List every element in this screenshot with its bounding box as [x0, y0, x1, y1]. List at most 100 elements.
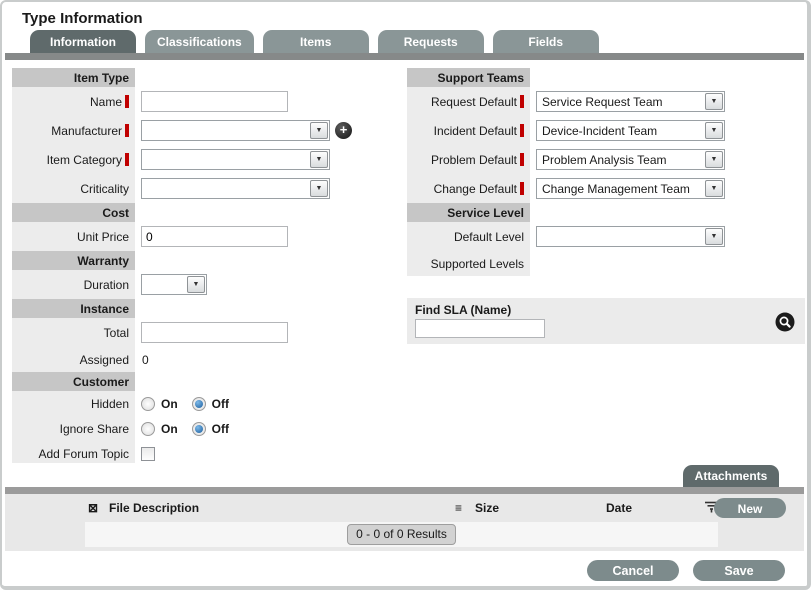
incident-default-label: Incident Default: [407, 116, 530, 145]
chevron-down-icon[interactable]: ▼: [187, 276, 205, 293]
find-sla-label: Find SLA (Name): [415, 303, 512, 317]
required-marker: [520, 124, 524, 137]
name-label: Name: [12, 87, 135, 116]
problem-default-select[interactable]: Problem Analysis Team ▼: [536, 149, 725, 170]
attachments-header: ⊠ File Description ≡ Size Date New: [5, 494, 804, 522]
request-default-select[interactable]: Service Request Team ▼: [536, 91, 725, 112]
date-header[interactable]: Date: [606, 501, 633, 515]
assigned-value: 0: [142, 352, 149, 367]
request-default-label: Request Default: [407, 87, 530, 116]
section-header-instance: Instance: [12, 299, 135, 318]
required-marker: [520, 182, 524, 195]
new-attachment-button[interactable]: New: [714, 498, 786, 518]
duration-select[interactable]: ▼: [141, 274, 207, 295]
required-marker: [125, 153, 129, 166]
ignore-share-row: Ignore Share On Off: [12, 416, 397, 441]
attachments-tab-row: Attachments: [2, 463, 807, 487]
total-input[interactable]: [141, 322, 288, 343]
unit-price-input[interactable]: [141, 226, 288, 247]
name-row: Name: [12, 87, 397, 116]
cancel-button[interactable]: Cancel: [587, 559, 679, 581]
add-forum-topic-row: Add Forum Topic: [12, 441, 397, 463]
total-row: Total: [12, 318, 397, 347]
search-icon[interactable]: [775, 312, 795, 332]
file-description-header[interactable]: File Description: [109, 501, 200, 515]
size-header[interactable]: Size: [475, 501, 500, 515]
manufacturer-label: Manufacturer: [12, 116, 135, 145]
required-marker: [520, 153, 524, 166]
criticality-row: Criticality ▼: [12, 174, 397, 203]
change-default-row: Change Default Change Management Team ▼: [407, 174, 807, 203]
unit-price-label: Unit Price: [12, 222, 135, 251]
attachment-file-icon: ⊠: [88, 501, 99, 515]
assigned-row: Assigned 0: [12, 347, 397, 372]
left-column: Item Type Name Manufacturer ▼: [12, 68, 397, 463]
tab-classifications[interactable]: Classifications: [145, 30, 254, 53]
default-level-label: Default Level: [407, 222, 530, 251]
required-marker: [125, 95, 129, 108]
hidden-on-radio[interactable]: [141, 396, 155, 411]
request-default-row: Request Default Service Request Team ▼: [407, 87, 807, 116]
right-column: Support Teams Request Default Service Re…: [407, 68, 807, 463]
ignore-share-label: Ignore Share: [12, 416, 135, 441]
chevron-down-icon[interactable]: ▼: [705, 228, 723, 245]
tab-fields[interactable]: Fields: [492, 30, 599, 53]
hidden-off-radio[interactable]: [191, 396, 206, 411]
chevron-down-icon[interactable]: ▼: [705, 180, 723, 197]
tab-requests[interactable]: Requests: [377, 30, 484, 53]
page-title: Type Information: [22, 10, 143, 27]
problem-default-label: Problem Default: [407, 145, 530, 174]
duration-row: Duration ▼: [12, 270, 397, 299]
incident-default-row: Incident Default Device-Incident Team ▼: [407, 116, 807, 145]
tab-bar: Information Classifications Items Reques…: [2, 30, 807, 53]
add-forum-topic-label: Add Forum Topic: [12, 441, 135, 463]
footer-actions: Cancel Save: [2, 551, 807, 586]
attachments-panel: ⊠ File Description ≡ Size Date New 0 - 0…: [5, 494, 804, 551]
item-category-label: Item Category: [12, 145, 135, 174]
default-level-row: Default Level ▼: [407, 222, 807, 251]
item-category-row: Item Category ▼: [12, 145, 397, 174]
chevron-down-icon[interactable]: ▼: [705, 151, 723, 168]
find-sla-input[interactable]: [415, 319, 545, 338]
default-level-select[interactable]: ▼: [536, 226, 725, 247]
required-marker: [125, 124, 129, 137]
incident-default-select[interactable]: Device-Incident Team ▼: [536, 120, 725, 141]
attachments-divider: [5, 487, 804, 494]
information-form: Item Type Name Manufacturer ▼: [2, 60, 807, 463]
chevron-down-icon[interactable]: ▼: [310, 151, 328, 168]
save-button[interactable]: Save: [693, 559, 785, 581]
chevron-down-icon[interactable]: ▼: [310, 122, 328, 139]
criticality-select[interactable]: ▼: [141, 178, 330, 199]
duration-label: Duration: [12, 270, 135, 299]
item-category-select[interactable]: ▼: [141, 149, 330, 170]
supported-levels-label: Supported Levels: [407, 251, 530, 276]
tab-items[interactable]: Items: [262, 30, 369, 53]
section-header-warranty: Warranty: [12, 251, 135, 270]
unit-price-row: Unit Price: [12, 222, 397, 251]
chevron-down-icon[interactable]: ▼: [705, 122, 723, 139]
section-header-support-teams: Support Teams: [407, 68, 530, 87]
tab-information[interactable]: Information: [30, 30, 136, 53]
criticality-label: Criticality: [12, 174, 135, 203]
size-sort-icon: ≡: [455, 501, 463, 515]
change-default-select[interactable]: Change Management Team ▼: [536, 178, 725, 199]
name-input[interactable]: [141, 91, 288, 112]
supported-levels-row: Supported Levels: [407, 251, 807, 276]
add-manufacturer-icon[interactable]: +: [335, 122, 352, 139]
tab-attachments[interactable]: Attachments: [683, 465, 779, 487]
change-default-label: Change Default: [407, 174, 530, 203]
section-header-cost: Cost: [12, 203, 135, 222]
ignore-share-off-radio[interactable]: [191, 421, 206, 436]
section-header-customer: Customer: [12, 372, 135, 391]
section-header-service-level: Service Level: [407, 203, 530, 222]
chevron-down-icon[interactable]: ▼: [310, 180, 328, 197]
manufacturer-select[interactable]: ▼: [141, 120, 330, 141]
section-header-item-type: Item Type: [12, 68, 135, 87]
attachments-results-row: 0 - 0 of 0 Results: [85, 522, 718, 547]
chevron-down-icon[interactable]: ▼: [705, 93, 723, 110]
hidden-row: Hidden On Off: [12, 391, 397, 416]
problem-default-row: Problem Default Problem Analysis Team ▼: [407, 145, 807, 174]
ignore-share-on-radio[interactable]: [141, 421, 155, 436]
add-forum-topic-checkbox[interactable]: [141, 446, 155, 461]
